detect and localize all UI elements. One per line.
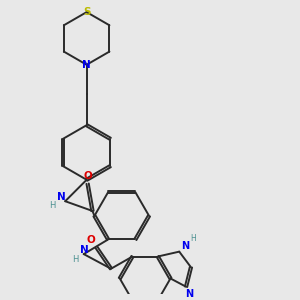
Text: H: H: [49, 201, 56, 210]
Text: O: O: [83, 171, 92, 181]
Text: H: H: [72, 255, 78, 264]
Text: N: N: [181, 241, 189, 251]
Text: H: H: [190, 235, 196, 244]
Text: O: O: [86, 236, 95, 245]
Text: N: N: [185, 289, 193, 298]
Text: N: N: [82, 60, 91, 70]
Text: N: N: [80, 245, 89, 255]
Text: N: N: [57, 192, 66, 202]
Text: S: S: [83, 7, 90, 17]
